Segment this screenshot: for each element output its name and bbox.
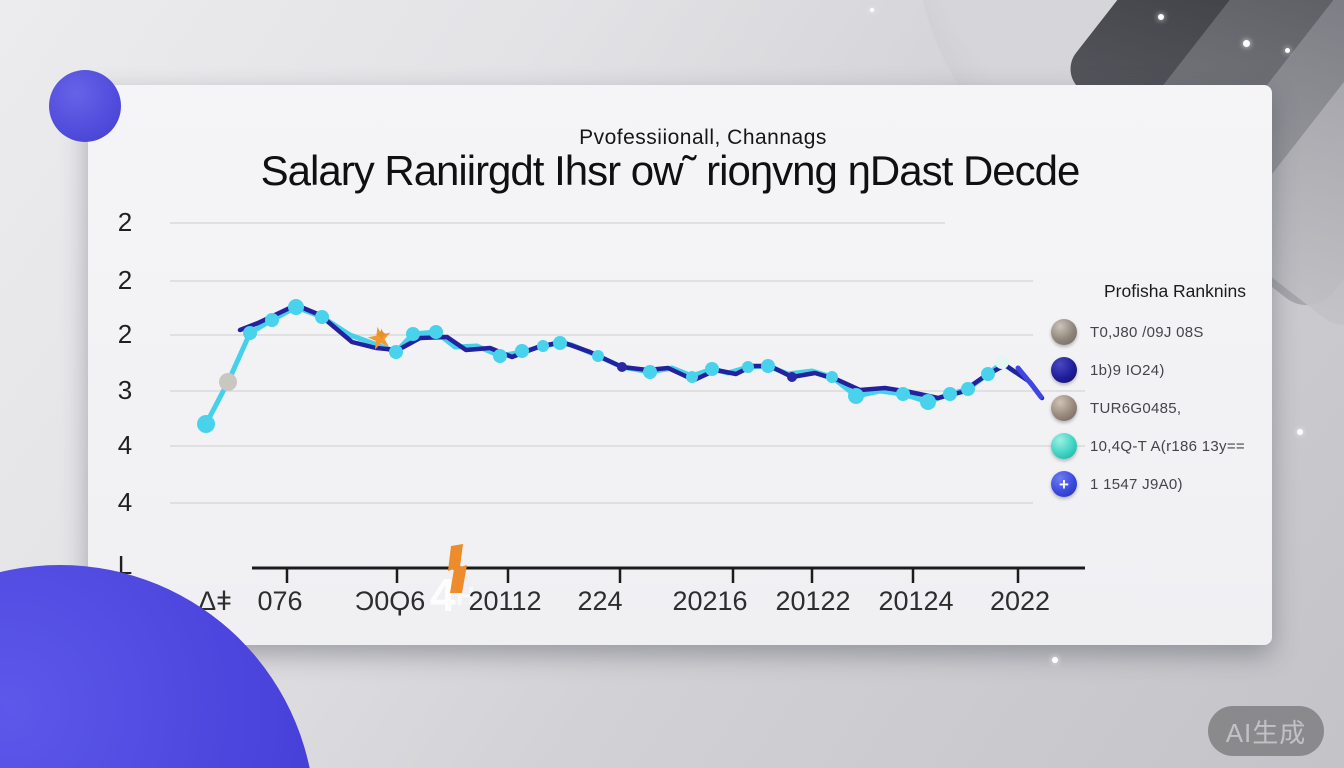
legend-item-label: 1b)9 IO24): [1090, 361, 1165, 379]
data-point-dot: [537, 340, 549, 352]
sparkle-dot: [1285, 48, 1290, 53]
data-point-dot: [995, 355, 1009, 369]
y-tick-label: 2: [118, 319, 132, 349]
plus-icon: +: [1059, 474, 1069, 494]
x-tick-label: 224: [577, 586, 622, 616]
legend-item-label: TUR6G0485,: [1090, 399, 1182, 417]
data-point-dot: [686, 371, 698, 383]
legend-item: 1b)9 IO24): [1051, 357, 1269, 383]
legend-title: Profisha Ranknins: [1103, 281, 1247, 301]
y-tick-label: 2: [118, 265, 132, 295]
navy-line: [237, 302, 1045, 401]
data-point-dot: [315, 310, 329, 324]
x-tick-label: 20112: [468, 586, 541, 616]
legend-items: T0,J80 /09J 08S 1b)9 IO24) TUR6G0485, 10,4Q…: [1051, 319, 1269, 497]
x-tick-label: 2022: [990, 586, 1050, 616]
y-tick-label: 4: [118, 430, 132, 460]
navy-end-bright: [1015, 365, 1044, 400]
data-point-dot: [643, 365, 657, 379]
sparkle-dot: [1297, 429, 1303, 435]
data-point-dot: [920, 394, 936, 410]
chart-card: Pvofessiionall, Channags Salary Raniirgd…: [88, 85, 1272, 645]
data-point-dot: [389, 345, 403, 359]
x-tick-label: 076: [257, 586, 302, 616]
data-point-dot: [961, 382, 975, 396]
legend-dot-icon: [1051, 319, 1077, 345]
data-point-dot: [761, 359, 775, 373]
legend: Profisha Ranknins T0,J80 /09J 08S 1b)9 IO…: [1051, 281, 1269, 509]
data-point-dot: [617, 362, 627, 372]
data-point-dot: [219, 373, 237, 391]
axis-flag-marker: [448, 544, 467, 593]
sparkle-dot: [1243, 40, 1250, 47]
legend-item: +1 1547 J9A0): [1051, 471, 1269, 497]
y-tick-label: 2: [118, 207, 132, 237]
y-tick-label: 4: [118, 487, 132, 517]
data-point-dot: [493, 349, 507, 363]
data-point-dot: [265, 313, 279, 327]
legend-dot-icon: [1051, 395, 1077, 421]
data-point-dot: [592, 350, 604, 362]
legend-item-label: 10,4Q-T A(r186 13y==: [1090, 437, 1245, 455]
legend-item: TUR6G0485,: [1051, 395, 1269, 421]
data-point-dot: [848, 388, 864, 404]
chart-title: Salary Raniirgdt Ihsr ow˜ rioŋvng ŋDast …: [260, 147, 1081, 194]
legend-dot-icon: [1051, 357, 1077, 383]
legend-item-label: 1 1547 J9A0): [1090, 475, 1183, 493]
legend-dot-icon: +: [1051, 471, 1077, 497]
sparkle-dot: [1158, 14, 1164, 20]
data-point-dot: [896, 387, 910, 401]
data-point-dot: [981, 367, 995, 381]
data-point-dot: [705, 362, 719, 376]
data-point-dot: [288, 299, 304, 315]
data-point-dot: [826, 371, 838, 383]
y-tick-label: 3: [118, 375, 132, 405]
data-point-dot: [943, 387, 957, 401]
legend-item: 10,4Q-T A(r186 13y==: [1051, 433, 1269, 459]
legend-dot-icon: [1051, 433, 1077, 459]
data-point-dot: [243, 326, 257, 340]
chart-subtitle: Pvofessiionall, Channags: [579, 126, 827, 149]
ai-generated-watermark: AI生成: [1208, 706, 1324, 756]
data-point-dot: [787, 372, 797, 382]
sparkle-dot: [1052, 657, 1058, 663]
legend-item: T0,J80 /09J 08S: [1051, 319, 1269, 345]
ghost-text: 4: [430, 569, 456, 621]
star-marker-icon: ✦: [374, 325, 389, 345]
data-point-dot: [553, 336, 567, 350]
cyan-line: [203, 304, 1018, 427]
data-point-dot: [515, 344, 529, 358]
decor-circle-small: [49, 70, 121, 142]
data-point-dot: [406, 327, 420, 341]
data-point-dot: [742, 361, 754, 373]
sparkle-dot: [870, 8, 874, 12]
data-point-dot: [429, 325, 443, 339]
x-tick-label: 20122: [775, 586, 850, 616]
x-tick-label: 20216: [672, 586, 747, 616]
legend-item-label: T0,J80 /09J 08S: [1090, 323, 1204, 341]
x-tick-label: Ɔ0Ϙ6: [355, 586, 426, 616]
x-tick-label: 20124: [878, 586, 953, 616]
star-marker-icon: ★: [363, 320, 396, 358]
data-point-dot: [197, 415, 215, 433]
